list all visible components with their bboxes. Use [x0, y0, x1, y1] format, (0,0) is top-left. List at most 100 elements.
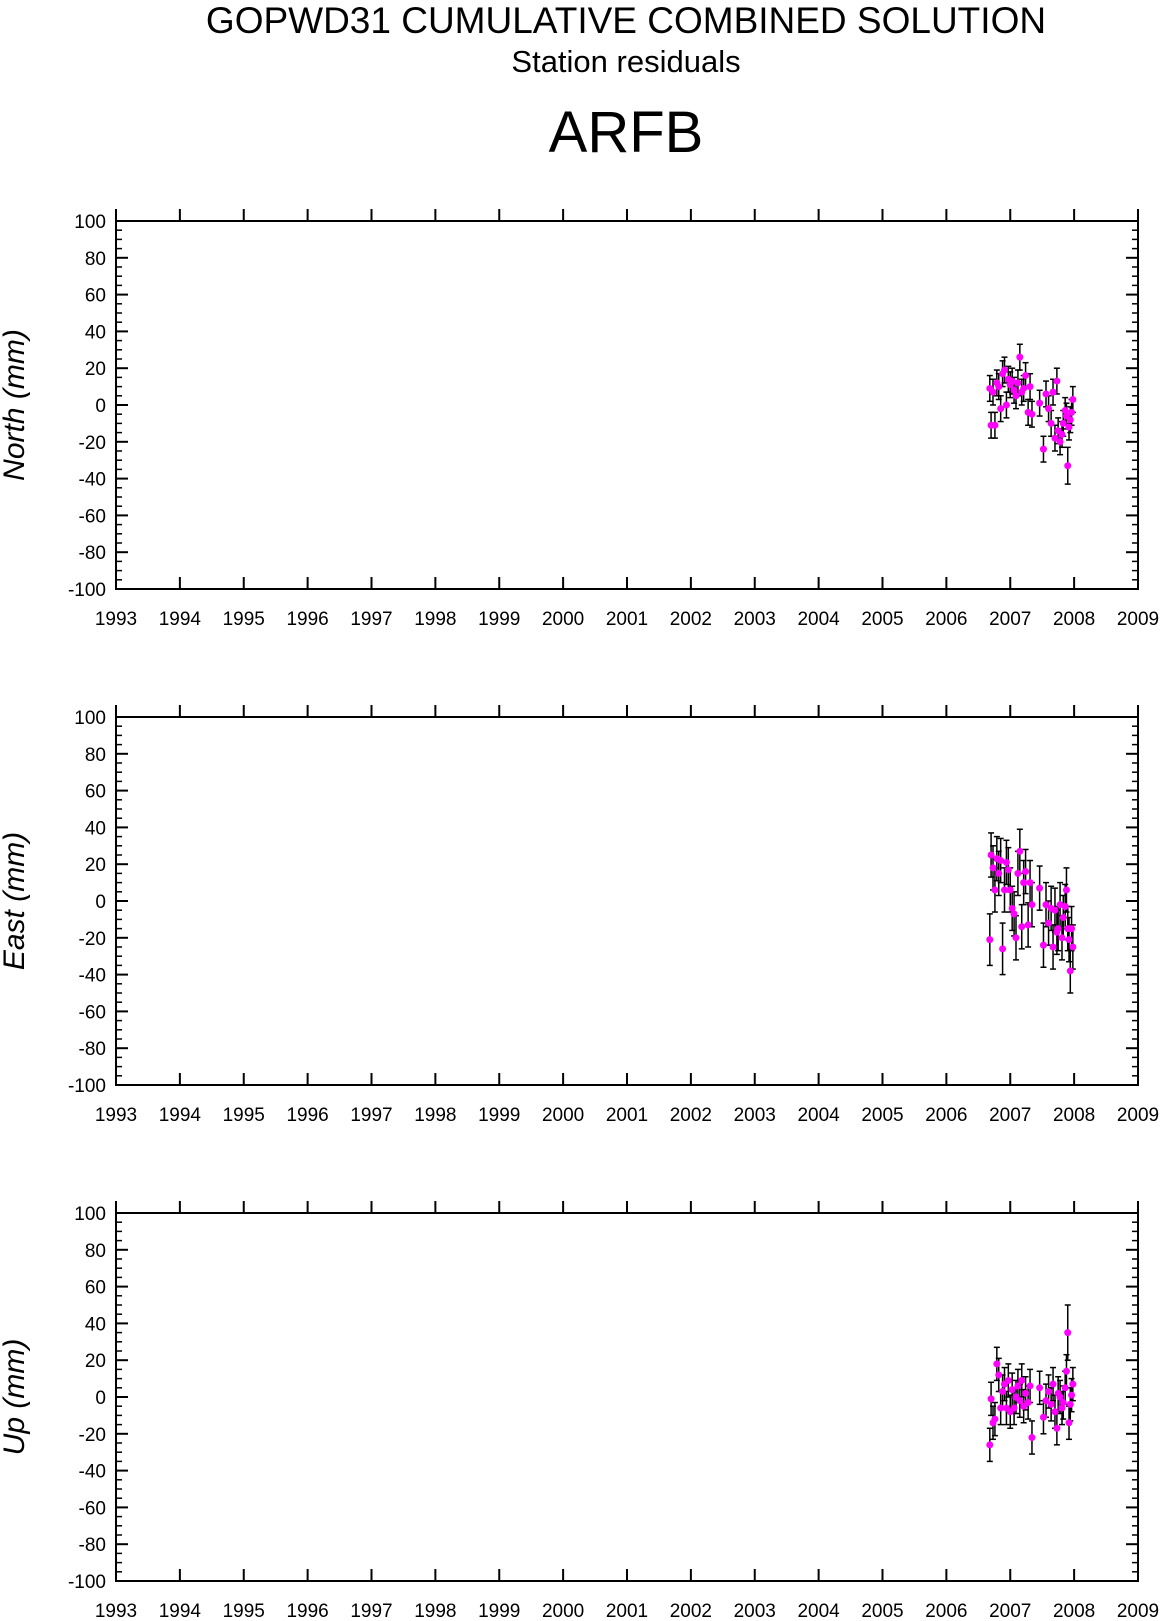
data-point: [995, 869, 1003, 877]
x-tick-label: 1996: [286, 609, 328, 630]
data-point: [1016, 1397, 1024, 1405]
data-point: [1045, 1387, 1053, 1395]
y-tick-label: 60: [85, 286, 106, 307]
x-tick-label: 1997: [350, 609, 392, 630]
data-point: [1002, 401, 1010, 409]
data-point: [1024, 1399, 1032, 1407]
data-point: [991, 886, 999, 894]
x-tick-label: 2000: [542, 609, 584, 630]
x-tick-label: 2004: [797, 1601, 840, 1621]
data-point: [1001, 366, 1009, 374]
data-point: [997, 405, 1005, 413]
data-point: [1061, 903, 1069, 911]
data-point: [1004, 866, 1012, 874]
y-tick-label: -80: [79, 1535, 106, 1556]
data-point: [1051, 906, 1059, 914]
x-tick-label: 1994: [159, 1601, 202, 1621]
x-tick-label: 1994: [159, 609, 202, 630]
y-tick-label: -20: [79, 433, 106, 454]
y-tick-label: 100: [74, 212, 106, 233]
data-point: [986, 936, 994, 944]
data-point: [1068, 408, 1076, 416]
data-point: [1039, 445, 1047, 453]
figure-subtitle: Station residuals: [511, 44, 740, 79]
plot-frame: [115, 220, 1139, 590]
x-tick-label: 1997: [350, 1105, 392, 1126]
x-tick-label: 2008: [1053, 609, 1095, 630]
y-tick-label: 80: [85, 249, 106, 270]
y-tick-label: 0: [95, 1388, 106, 1409]
data-point: [1008, 904, 1016, 912]
north-panel: 1993 1994 1995 1996 1997 1998 1999 2000 2001 2002…: [0, 209, 1159, 630]
data-point: [1020, 879, 1028, 887]
data-point: [1049, 388, 1057, 396]
x-tick-label: 2005: [861, 1105, 903, 1126]
x-tick-label: 1999: [478, 1105, 520, 1126]
x-tick-label: 1995: [223, 609, 265, 630]
data-point: [1059, 1399, 1067, 1407]
east-panel: 1993 1994 1995 1996 1997 1998 1999 2000 2001 2002…: [0, 705, 1159, 1126]
data-point: [1064, 462, 1072, 470]
y-tick-label: -60: [79, 1002, 106, 1023]
data-point: [993, 1360, 1001, 1368]
data-point: [1056, 438, 1064, 446]
x-tick-label: 2000: [542, 1601, 584, 1621]
data-point: [1069, 1380, 1077, 1388]
y-tick-label: -60: [79, 506, 106, 527]
data-point: [1066, 967, 1074, 975]
data-point: [989, 864, 997, 872]
data-point: [1061, 407, 1069, 415]
station-name: ARFB: [549, 100, 704, 165]
data-point: [1036, 1384, 1044, 1392]
data-point: [1026, 1382, 1034, 1390]
data-point: [1028, 410, 1036, 418]
y-axis-label: North (mm): [0, 329, 31, 481]
data-point: [1026, 879, 1034, 887]
data-point: [1058, 430, 1066, 438]
data-point: [1014, 1382, 1022, 1390]
x-tick-label: 2000: [542, 1105, 584, 1126]
x-tick-label: 1998: [414, 1601, 456, 1621]
y-tick-label: -40: [79, 470, 106, 491]
plot-frame: [115, 716, 1139, 1086]
data-point: [1061, 1384, 1069, 1392]
data-point: [1065, 423, 1073, 431]
y-tick-label: 60: [85, 782, 106, 803]
data-point: [1036, 884, 1044, 892]
data-point: [987, 1395, 995, 1403]
x-tick-label: 2005: [861, 1601, 903, 1621]
y-tick-label: -100: [68, 580, 106, 601]
data-point: [1049, 1380, 1057, 1388]
data-point: [1066, 416, 1074, 424]
x-tick-label: 1996: [286, 1601, 328, 1621]
y-tick-label: 100: [74, 708, 106, 729]
data-point: [999, 945, 1007, 953]
y-tick-label: -100: [68, 1572, 106, 1593]
y-tick-label: -40: [79, 966, 106, 987]
data-point: [1002, 858, 1010, 866]
data-point: [1039, 1413, 1047, 1421]
data-point: [1058, 934, 1066, 942]
y-tick-label: -80: [79, 1039, 106, 1060]
x-tick-label: 2007: [989, 1601, 1031, 1621]
data-point: [1008, 377, 1016, 385]
figure-title: GOPWD31 CUMULATIVE COMBINED SOLUTION: [206, 0, 1046, 41]
x-tick-label: 1996: [286, 1105, 328, 1126]
data-point: [995, 1371, 1003, 1379]
data-point: [1062, 1367, 1070, 1375]
data-point: [1004, 1376, 1012, 1384]
data-point: [986, 1441, 994, 1449]
data-point: [1053, 1424, 1061, 1432]
x-tick-label: 2005: [861, 609, 903, 630]
data-point: [1028, 901, 1036, 909]
data-point: [1026, 383, 1034, 391]
data-point: [1056, 1393, 1064, 1401]
plot-frame: [115, 1212, 1139, 1582]
up-panel: 1993 1994 1995 1996 1997 1998 1999 2000 2001 2002…: [0, 1201, 1159, 1621]
y-tick-label: -20: [79, 1425, 106, 1446]
x-tick-label: 1993: [95, 1105, 137, 1126]
x-tick-label: 2002: [670, 1105, 712, 1126]
data-point: [1059, 914, 1067, 922]
x-tick-label: 2004: [797, 1105, 840, 1126]
